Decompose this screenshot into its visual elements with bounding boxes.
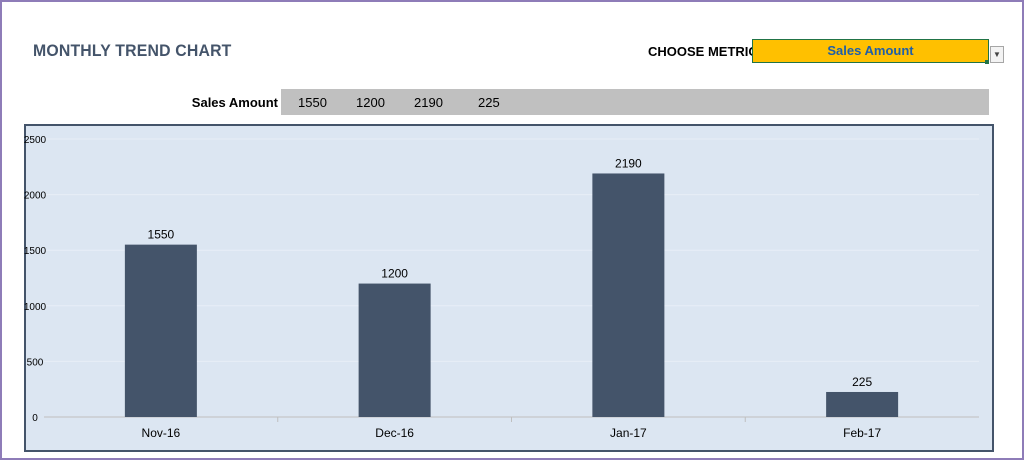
chevron-down-icon[interactable]: ▼ bbox=[990, 46, 1004, 63]
cell-fill-handle[interactable] bbox=[985, 60, 989, 64]
values-row-label: Sales Amount bbox=[191, 95, 278, 110]
value-cell: 1550 bbox=[298, 95, 327, 110]
value-cell: 2190 bbox=[414, 95, 443, 110]
y-tick-label: 500 bbox=[27, 357, 44, 368]
data-label: 1550 bbox=[148, 228, 175, 242]
data-label: 1200 bbox=[381, 267, 408, 281]
y-tick-label: 2500 bbox=[24, 135, 47, 146]
data-label: 225 bbox=[852, 375, 872, 389]
bar bbox=[592, 173, 665, 417]
value-cell: 225 bbox=[478, 95, 500, 110]
page-title: MONTHLY TREND CHART bbox=[33, 41, 232, 60]
metric-select[interactable]: Sales Amount bbox=[752, 39, 989, 63]
y-tick-label: 1500 bbox=[24, 246, 47, 257]
value-cell: 1200 bbox=[356, 95, 385, 110]
bar bbox=[358, 283, 431, 417]
y-tick-label: 0 bbox=[32, 413, 38, 424]
x-tick-label: Dec-16 bbox=[375, 426, 414, 440]
x-tick-label: Nov-16 bbox=[142, 426, 181, 440]
bar-chart: 0 500 1000 1500 2000 2500 1550 Nov-16 1200 Dec-16… bbox=[24, 124, 994, 452]
choose-metric-label: CHOOSE METRIC bbox=[648, 44, 758, 59]
bar bbox=[124, 244, 197, 417]
x-tick-label: Jan-17 bbox=[610, 426, 647, 440]
x-tick-label: Feb-17 bbox=[843, 426, 881, 440]
y-tick-label: 1000 bbox=[24, 302, 47, 313]
data-label: 2190 bbox=[615, 156, 642, 170]
bar bbox=[826, 391, 899, 417]
values-band bbox=[281, 89, 989, 115]
y-tick-label: 2000 bbox=[24, 191, 47, 202]
